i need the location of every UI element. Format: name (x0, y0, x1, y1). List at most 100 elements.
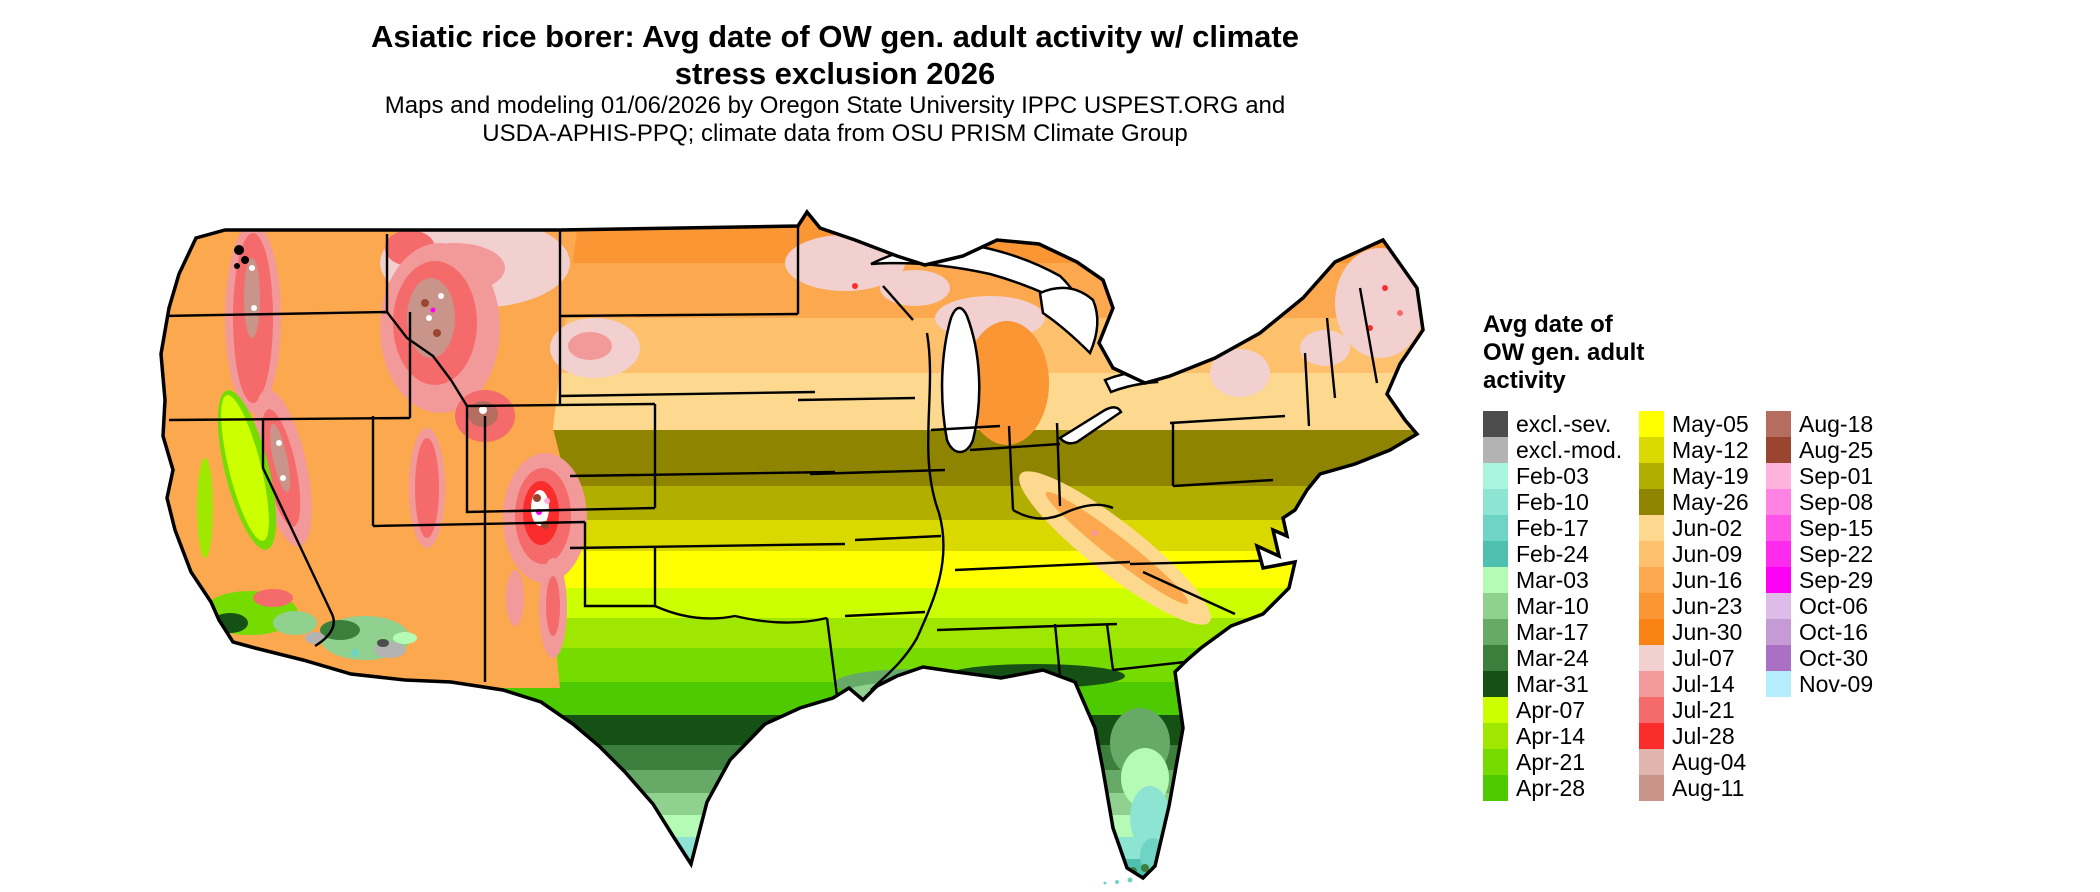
page-subtitle-line1: Maps and modeling 01/06/2026 by Oregon S… (384, 92, 1286, 119)
legend-item: Jun-02 (1639, 515, 1791, 541)
legend-color-swatch (1639, 619, 1664, 645)
legend-column-3: Aug-18 Aug-25 Sep-01 Sep-08 Sep-15 Sep-2… (1766, 411, 1918, 697)
legend-color-swatch (1483, 671, 1508, 697)
puget-sound (234, 245, 249, 269)
legend-item-label: Sep-15 (1799, 515, 1874, 541)
legend-color-swatch (1483, 619, 1508, 645)
legend-item-label: Jun-02 (1672, 515, 1743, 541)
legend-color-swatch (1766, 411, 1791, 437)
legend-item-label: Oct-16 (1799, 619, 1869, 645)
legend-item: Apr-14 (1483, 723, 1635, 749)
legend-item-label: Sep-08 (1799, 489, 1874, 515)
legend-item: Sep-15 (1766, 515, 1918, 541)
legend-item: Aug-11 (1639, 775, 1791, 801)
legend-item: Feb-10 (1483, 489, 1635, 515)
legend-item: Aug-25 (1766, 437, 1918, 463)
legend-item: Jun-09 (1639, 541, 1791, 567)
legend-item: Apr-28 (1483, 775, 1635, 801)
legend-item: Aug-18 (1766, 411, 1918, 437)
legend-item-label: Jul-07 (1672, 645, 1735, 671)
legend-item-label: Apr-14 (1516, 723, 1586, 749)
legend-item: May-05 (1639, 411, 1791, 437)
legend-item-label: Sep-01 (1799, 463, 1874, 489)
legend-item-label: Feb-17 (1516, 515, 1589, 541)
legend-color-swatch (1639, 749, 1664, 775)
legend-color-swatch (1766, 437, 1791, 463)
page-title-line1: Asiatic rice borer: Avg date of OW gen. … (371, 19, 1299, 54)
legend-item-label: Jul-28 (1672, 723, 1735, 749)
legend-item-label: Mar-10 (1516, 593, 1589, 619)
legend-color-swatch (1483, 489, 1508, 515)
legend-color-swatch (1639, 541, 1664, 567)
legend-item-label: Jul-21 (1672, 697, 1735, 723)
legend-item: Jul-14 (1639, 671, 1791, 697)
legend-color-swatch (1483, 515, 1508, 541)
legend-item-label: Apr-21 (1516, 749, 1586, 775)
page-subtitle-line2: USDA-APHIS-PPQ; climate data from OSU PR… (482, 120, 1188, 147)
legend-item-label: May-05 (1672, 411, 1749, 437)
legend-color-swatch (1639, 489, 1664, 515)
legend-color-swatch (1766, 463, 1791, 489)
legend-item-label: Mar-31 (1516, 671, 1589, 697)
legend-color-swatch (1483, 775, 1508, 801)
legend-item: Jul-28 (1639, 723, 1791, 749)
legend-item-label: Nov-09 (1799, 671, 1874, 697)
legend-item-label: May-26 (1672, 489, 1749, 515)
legend-item: Oct-16 (1766, 619, 1918, 645)
legend-color-swatch (1766, 541, 1791, 567)
legend-color-swatch (1766, 645, 1791, 671)
legend-item: Mar-17 (1483, 619, 1635, 645)
legend-item-label: Aug-11 (1672, 775, 1745, 801)
legend-item: Sep-01 (1766, 463, 1918, 489)
legend-color-swatch (1766, 567, 1791, 593)
page-title-line2: stress exclusion 2026 (674, 56, 996, 91)
legend-color-swatch (1483, 463, 1508, 489)
legend-color-swatch (1639, 411, 1664, 437)
state-borders (162, 226, 1379, 697)
legend-color-swatch (1483, 541, 1508, 567)
legend-item-label: May-19 (1672, 463, 1749, 489)
us-map-container (155, 168, 1435, 886)
legend-item: Mar-10 (1483, 593, 1635, 619)
legend-color-swatch (1483, 567, 1508, 593)
lake-erie (1058, 406, 1123, 445)
legend-item-label: Aug-25 (1799, 437, 1874, 463)
legend-item: Sep-29 (1766, 567, 1918, 593)
legend-item-label: Jul-14 (1672, 671, 1735, 697)
legend-item-label: Aug-18 (1799, 411, 1874, 437)
legend-color-swatch (1639, 437, 1664, 463)
us-map (159, 209, 1425, 885)
legend-color-swatch (1766, 671, 1791, 697)
legend-item: Feb-17 (1483, 515, 1635, 541)
legend-item: May-19 (1639, 463, 1791, 489)
legend-item-label: Jun-30 (1672, 619, 1743, 645)
page-title: Asiatic rice borer: Avg date of OW gen. … (185, 18, 1485, 92)
legend-item-label: Jun-16 (1672, 567, 1743, 593)
legend-item-label: Mar-17 (1516, 619, 1589, 645)
legend-color-swatch (1483, 411, 1508, 437)
legend-item: May-26 (1639, 489, 1791, 515)
legend-color-swatch (1766, 489, 1791, 515)
legend-color-swatch (1639, 775, 1664, 801)
legend-item-label: Oct-06 (1799, 593, 1869, 619)
legend-item: Jul-07 (1639, 645, 1791, 671)
legend-item-label: Apr-28 (1516, 775, 1586, 801)
legend-item-label: Feb-03 (1516, 463, 1589, 489)
legend-color-swatch (1639, 463, 1664, 489)
legend-title: Avg date of OW gen. adult activity (1483, 311, 1645, 394)
legend-item: Jul-21 (1639, 697, 1791, 723)
us-outline (159, 209, 1425, 881)
legend-item-label: Sep-22 (1799, 541, 1874, 567)
legend-color-swatch (1639, 515, 1664, 541)
legend-column-1: excl.-sev. excl.-mod. Feb-03 Feb-10 Feb-… (1483, 411, 1635, 801)
legend-item: Sep-22 (1766, 541, 1918, 567)
legend-item-label: Oct-30 (1799, 645, 1869, 671)
legend-item-label: Feb-10 (1516, 489, 1589, 515)
legend-item: excl.-sev. (1483, 411, 1635, 437)
map-west-region (161, 212, 640, 688)
legend-item-label: Jun-09 (1672, 541, 1743, 567)
legend-item: Aug-04 (1639, 749, 1791, 775)
legend-item: Sep-08 (1766, 489, 1918, 515)
legend-color-swatch (1483, 437, 1508, 463)
legend-item: Feb-03 (1483, 463, 1635, 489)
